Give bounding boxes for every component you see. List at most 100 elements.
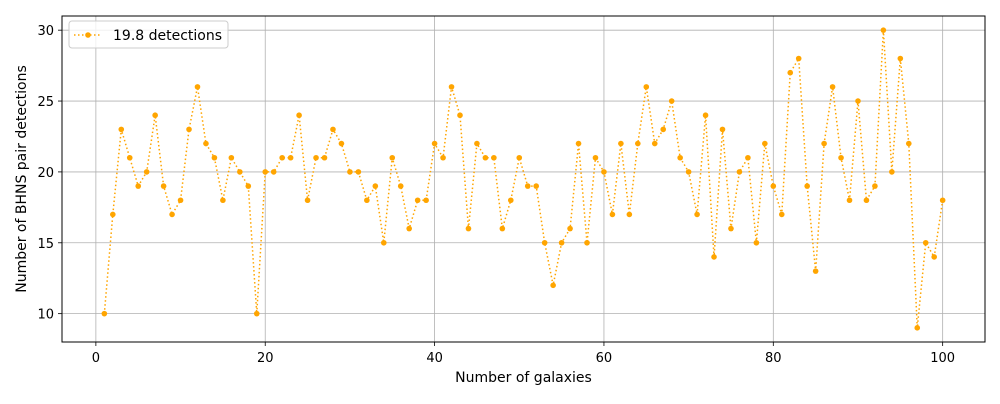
data-point (668, 98, 675, 104)
data-point (507, 197, 514, 204)
data-point (846, 197, 853, 204)
data-point (126, 154, 133, 161)
data-point (838, 154, 844, 161)
data-point (872, 183, 878, 189)
data-point (330, 126, 336, 133)
data-point (592, 154, 599, 161)
data-point (745, 154, 751, 161)
data-point (609, 211, 616, 218)
data-point (143, 169, 150, 175)
x-axis-label: Number of galaxies (455, 370, 592, 386)
data-point (931, 254, 937, 260)
data-point (787, 69, 794, 76)
data-point (253, 310, 260, 317)
plot-frame (61, 15, 986, 343)
data-point (499, 225, 506, 232)
data-point (118, 126, 125, 133)
y-tick-label: 15 (37, 237, 54, 252)
data-point (237, 169, 243, 175)
data-point (584, 239, 590, 246)
data-point (304, 197, 311, 204)
data-point (905, 140, 912, 147)
y-tick-label: 30 (37, 24, 54, 39)
data-point (491, 154, 497, 161)
data-point (694, 211, 700, 218)
data-point (423, 197, 429, 204)
data-point (321, 154, 328, 161)
x-tick-label: 80 (765, 351, 782, 366)
data-point (203, 140, 209, 147)
data-point (541, 239, 548, 246)
data-point (194, 84, 201, 90)
data-point (660, 126, 667, 133)
y-tick-label: 10 (37, 308, 54, 323)
data-point (618, 140, 624, 147)
data-point (812, 268, 819, 274)
data-point (135, 183, 142, 189)
data-point (347, 169, 353, 175)
data-point (177, 197, 184, 204)
data-point (685, 169, 692, 175)
data-point (550, 282, 556, 289)
data-point (719, 126, 726, 133)
data-point (414, 197, 421, 204)
data-point (711, 254, 717, 260)
x-tick-label: 40 (426, 351, 443, 366)
x-tick-label: 0 (92, 351, 100, 366)
data-point (380, 239, 387, 246)
data-point (643, 84, 650, 90)
data-point (533, 183, 540, 189)
data-point (296, 112, 302, 119)
data-point (338, 140, 345, 147)
legend-marker-sample (85, 32, 91, 38)
data-point (863, 197, 870, 204)
data-point (770, 183, 777, 189)
data-point (922, 239, 929, 246)
data-point (567, 225, 573, 232)
data-point (821, 140, 827, 147)
data-point (728, 225, 734, 232)
data-point (889, 169, 895, 175)
data-point (677, 154, 683, 161)
axis-ticks: 0 20 40 60 80 100 10 15 20 25 30 (37, 24, 955, 366)
data-point (558, 239, 565, 246)
x-tick-label: 60 (596, 351, 613, 366)
data-point (279, 154, 285, 161)
data-point (626, 211, 633, 218)
data-point (397, 183, 404, 189)
x-tick-label: 100 (930, 351, 955, 366)
data-point (635, 140, 641, 147)
data-point (211, 154, 218, 161)
data-point (372, 183, 379, 189)
data-point (939, 197, 946, 204)
data-point (457, 112, 463, 119)
data-point (270, 169, 277, 175)
data-point (795, 55, 802, 62)
data-point (355, 169, 362, 175)
x-tick-label: 20 (257, 351, 274, 366)
data-point (762, 140, 768, 147)
data-point (651, 140, 658, 147)
data-point (736, 169, 743, 175)
data-point (152, 112, 158, 119)
y-axis-label: Number of BHNS pair detections (14, 65, 30, 293)
legend-box (68, 20, 229, 49)
data-point (575, 140, 582, 147)
data-point (169, 211, 175, 218)
data-point (601, 169, 607, 175)
legend: 19.8 detections (68, 20, 229, 49)
data-point (855, 98, 861, 104)
data-point (753, 239, 760, 246)
data-point (778, 211, 785, 218)
data-point (897, 55, 904, 62)
data-point (804, 183, 810, 189)
y-tick-label: 20 (37, 166, 54, 181)
data-point (465, 225, 472, 232)
data-point (228, 154, 235, 161)
data-point (389, 154, 396, 161)
data-point (829, 84, 836, 90)
data-point (186, 126, 192, 133)
data-point (101, 310, 108, 317)
